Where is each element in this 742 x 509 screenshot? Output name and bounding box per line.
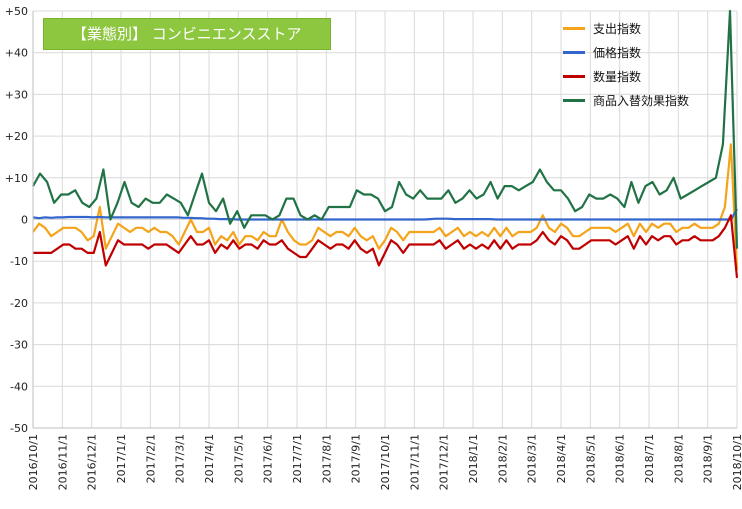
y-tick-label: +10 <box>5 172 28 185</box>
x-tick-label: 2018/3/1 <box>526 434 539 483</box>
legend-label-replacement: 商品入替効果指数 <box>593 93 690 108</box>
legend-swatch-price <box>563 50 585 54</box>
x-tick-label: 2017/4/1 <box>203 434 216 483</box>
y-tick-label: -20 <box>10 297 28 310</box>
x-tick-label: 2017/2/1 <box>144 434 157 483</box>
y-axis-ticks: -50 -40 -30 -20 -10 0 +10 +20 +30 +40 +50 <box>5 5 28 435</box>
legend-swatch-spending <box>563 26 585 30</box>
legend: 支出指数 価格指数 数量指数 商品入替効果指数 <box>563 18 689 114</box>
x-tick-label: 2018/9/1 <box>702 434 715 483</box>
legend-swatch-replacement <box>563 98 585 102</box>
legend-label-quantity: 数量指数 <box>593 69 642 84</box>
legend-label-spending: 支出指数 <box>593 21 642 36</box>
legend-label-price: 価格指数 <box>593 45 642 60</box>
y-tick-label: +40 <box>5 47 28 60</box>
y-tick-label: -50 <box>10 422 28 435</box>
x-tick-label: 2017/12/1 <box>438 434 451 490</box>
x-tick-label: 2017/7/1 <box>291 434 304 483</box>
x-tick-label: 2017/5/1 <box>232 434 245 483</box>
series-line-3 <box>32 9 739 249</box>
x-tick-label: 2017/8/1 <box>320 434 333 483</box>
legend-item-price: 価格指数 <box>563 42 689 62</box>
x-tick-label: 2017/9/1 <box>350 434 363 483</box>
y-tick-label: +30 <box>5 88 28 101</box>
x-tick-label: 2017/11/1 <box>408 434 421 490</box>
y-tick-label: -40 <box>10 380 28 393</box>
y-tick-label: 0 <box>21 214 28 227</box>
x-tick-label: 2017/6/1 <box>262 434 275 483</box>
x-tick-label: 2017/1/1 <box>115 434 128 483</box>
series-line-0 <box>32 143 739 270</box>
series-lines <box>32 9 739 279</box>
x-tick-label: 2018/7/1 <box>643 434 656 483</box>
legend-swatch-quantity <box>563 74 585 78</box>
y-tick-label: -10 <box>10 255 28 268</box>
x-tick-label: 2016/10/1 <box>27 434 40 490</box>
x-tick-label: 2018/10/1 <box>731 434 742 490</box>
x-axis-ticks: 2016/10/1 2016/11/1 2016/12/1 2017/1/1 2017/… <box>27 434 742 490</box>
series-line-2 <box>33 214 739 279</box>
legend-item-replacement: 商品入替効果指数 <box>563 90 689 110</box>
x-tick-label: 2018/8/1 <box>672 434 685 483</box>
x-tick-label: 2018/4/1 <box>555 434 568 483</box>
x-tick-label: 2016/12/1 <box>86 434 99 490</box>
x-tick-label: 2018/5/1 <box>584 434 597 483</box>
chart-title: 【業態別】 コンビニエンスストア <box>43 18 331 50</box>
y-tick-label: +50 <box>5 5 28 18</box>
x-tick-label: 2018/6/1 <box>614 434 627 483</box>
x-tick-label: 2018/1/1 <box>467 434 480 483</box>
x-tick-label: 2016/11/1 <box>56 434 69 490</box>
x-tick-label: 2017/10/1 <box>379 434 392 490</box>
y-tick-label: +20 <box>5 130 28 143</box>
y-tick-label: -30 <box>10 339 28 352</box>
legend-item-spending: 支出指数 <box>563 18 689 38</box>
x-tick-label: 2017/3/1 <box>174 434 187 483</box>
series-line-1 <box>32 208 738 221</box>
x-tick-label: 2018/2/1 <box>496 434 509 483</box>
legend-item-quantity: 数量指数 <box>563 66 689 86</box>
